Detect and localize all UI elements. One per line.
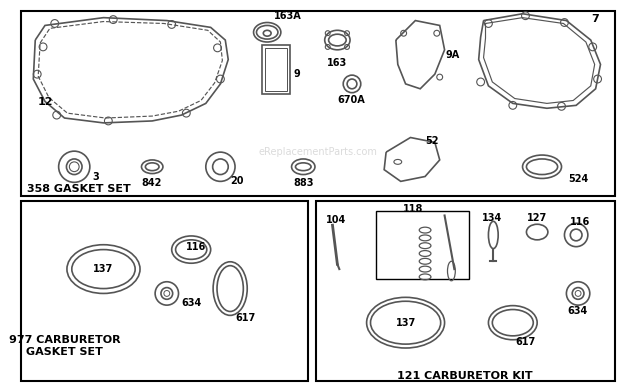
Text: 116: 116 [570, 217, 590, 228]
Text: eReplacementParts.com: eReplacementParts.com [259, 147, 378, 157]
Text: 116: 116 [186, 242, 206, 252]
Text: 9: 9 [293, 69, 300, 79]
Text: 137: 137 [396, 317, 416, 328]
Text: 3: 3 [93, 172, 99, 182]
Text: 163: 163 [327, 57, 347, 68]
Text: 617: 617 [516, 337, 536, 347]
Text: 137: 137 [94, 264, 113, 274]
Text: 121 CARBURETOR KIT: 121 CARBURETOR KIT [397, 371, 533, 381]
Text: 883: 883 [293, 178, 314, 188]
Text: 134: 134 [482, 213, 502, 222]
Text: 634: 634 [567, 306, 588, 316]
Text: 118: 118 [403, 204, 423, 214]
Text: 12: 12 [37, 97, 53, 107]
Text: 7: 7 [591, 14, 598, 24]
Text: 617: 617 [235, 313, 255, 323]
Text: 634: 634 [182, 298, 202, 308]
Text: 524: 524 [569, 174, 588, 183]
Text: 52: 52 [425, 136, 438, 145]
Text: 977 CARBURETOR
GASKET SET: 977 CARBURETOR GASKET SET [9, 335, 120, 357]
Text: 842: 842 [141, 178, 162, 188]
Text: 9A: 9A [446, 50, 460, 60]
Text: 163A: 163A [274, 11, 302, 21]
Text: 670A: 670A [337, 95, 365, 105]
Text: 104: 104 [326, 215, 346, 226]
Text: 358 GASKET SET: 358 GASKET SET [27, 184, 131, 194]
Text: 127: 127 [528, 213, 547, 222]
Text: 20: 20 [230, 176, 244, 187]
